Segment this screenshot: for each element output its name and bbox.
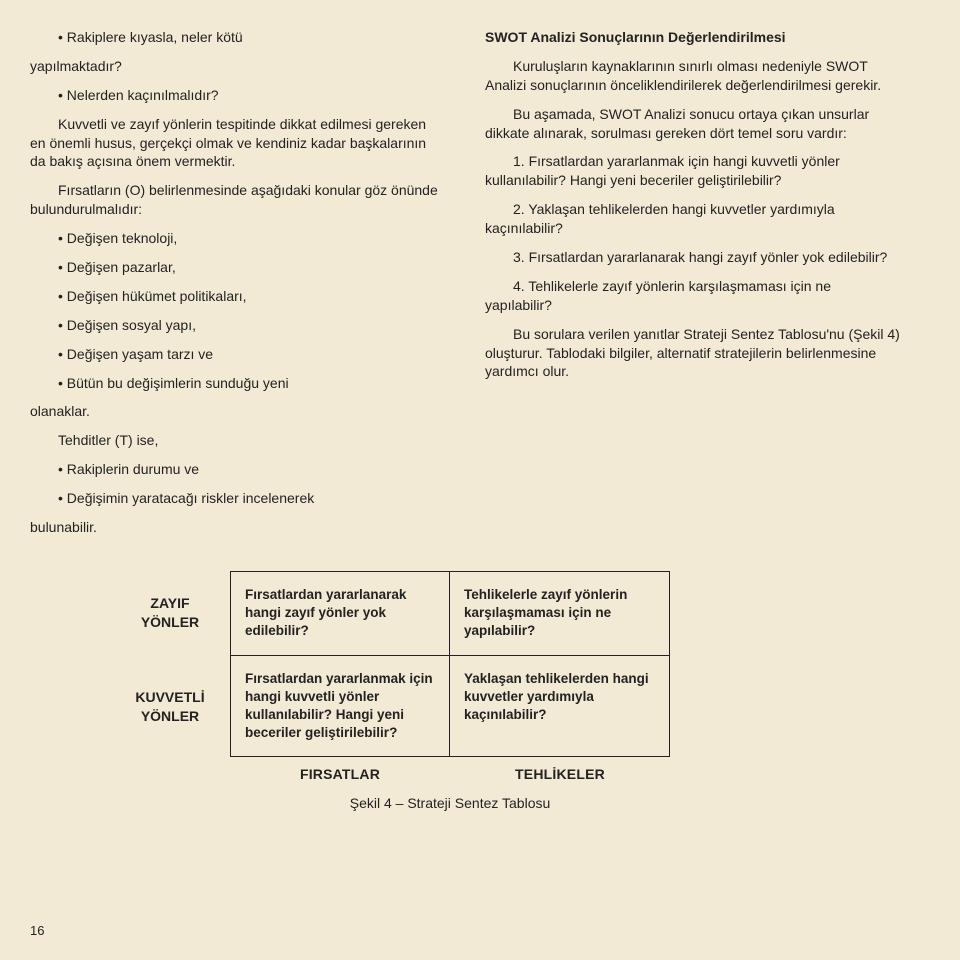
bullet: Nelerden kaçınılmalıdır? (30, 86, 445, 105)
bullet: Değişen yaşam tarzı ve (30, 345, 445, 364)
row-label-strong: KUVVETLİ YÖNLER (110, 656, 230, 758)
col-label-opportunities: FIRSATLAR (230, 757, 450, 788)
numbered-item: 3. Fırsatlardan yararlanarak hangi zayıf… (485, 248, 900, 267)
page-number: 16 (30, 922, 44, 940)
right-column: SWOT Analizi Sonuçlarının Değerlendirilm… (485, 28, 900, 547)
paragraph: Tehditler (T) ise, (30, 431, 445, 450)
cell-weak-opportunities: Fırsatlardan yararlanarak hangi zayıf yö… (230, 571, 450, 656)
bullet: Rakiplere kıyasla, neler kötü (30, 28, 445, 47)
left-column: Rakiplere kıyasla, neler kötü yapılmakta… (30, 28, 445, 547)
bullet-cont: olanaklar. (30, 402, 445, 421)
two-column-text: Rakiplere kıyasla, neler kötü yapılmakta… (30, 28, 900, 547)
paragraph: Bu aşamada, SWOT Analizi sonucu ortaya ç… (485, 105, 900, 143)
numbered-item: 4. Tehlikelerle zayıf yönlerin karşılaşm… (485, 277, 900, 315)
bullet-cont: yapılmaktadır? (30, 57, 445, 76)
section-heading: SWOT Analizi Sonuçlarının Değerlendirilm… (485, 28, 900, 47)
bullet: Değişen sosyal yapı, (30, 316, 445, 335)
bullet: Rakiplerin durumu ve (30, 460, 445, 479)
cell-strong-threats: Yaklaşan tehlikelerden hangi kuvvetler y… (450, 656, 670, 758)
bullet-cont: bulunabilir. (30, 518, 445, 537)
swot-table-wrap: ZAYIF YÖNLER Fırsatlardan yararlanarak h… (30, 571, 900, 813)
paragraph: Fırsatların (O) belirlenmesinde aşağıdak… (30, 181, 445, 219)
bullet: Değişimin yaratacağı riskler incelenerek (30, 489, 445, 508)
bullet: Bütün bu değişimlerin sunduğu yeni (30, 374, 445, 393)
paragraph: Bu sorulara verilen yanıtlar Strateji Se… (485, 325, 900, 382)
table-caption: Şekil 4 – Strateji Sentez Tablosu (230, 794, 670, 813)
col-label-threats: TEHLİKELER (450, 757, 670, 788)
numbered-item: 1. Fırsatlardan yararlanmak için hangi k… (485, 152, 900, 190)
bullet: Değişen teknoloji, (30, 229, 445, 248)
cell-weak-threats: Tehlikelerle zayıf yönlerin karşılaşmama… (450, 571, 670, 656)
cell-strong-opportunities: Fırsatlardan yararlanmak için hangi kuvv… (230, 656, 450, 758)
paragraph: Kuruluşların kaynaklarının sınırlı olmas… (485, 57, 900, 95)
swot-table: ZAYIF YÖNLER Fırsatlardan yararlanarak h… (110, 571, 900, 813)
bullet: Değişen pazarlar, (30, 258, 445, 277)
bullet: Değişen hükümet politikaları, (30, 287, 445, 306)
paragraph: Kuvvetli ve zayıf yönlerin tespitinde di… (30, 115, 445, 172)
numbered-item: 2. Yaklaşan tehlikelerden hangi kuvvetle… (485, 200, 900, 238)
row-label-weak: ZAYIF YÖNLER (110, 571, 230, 656)
